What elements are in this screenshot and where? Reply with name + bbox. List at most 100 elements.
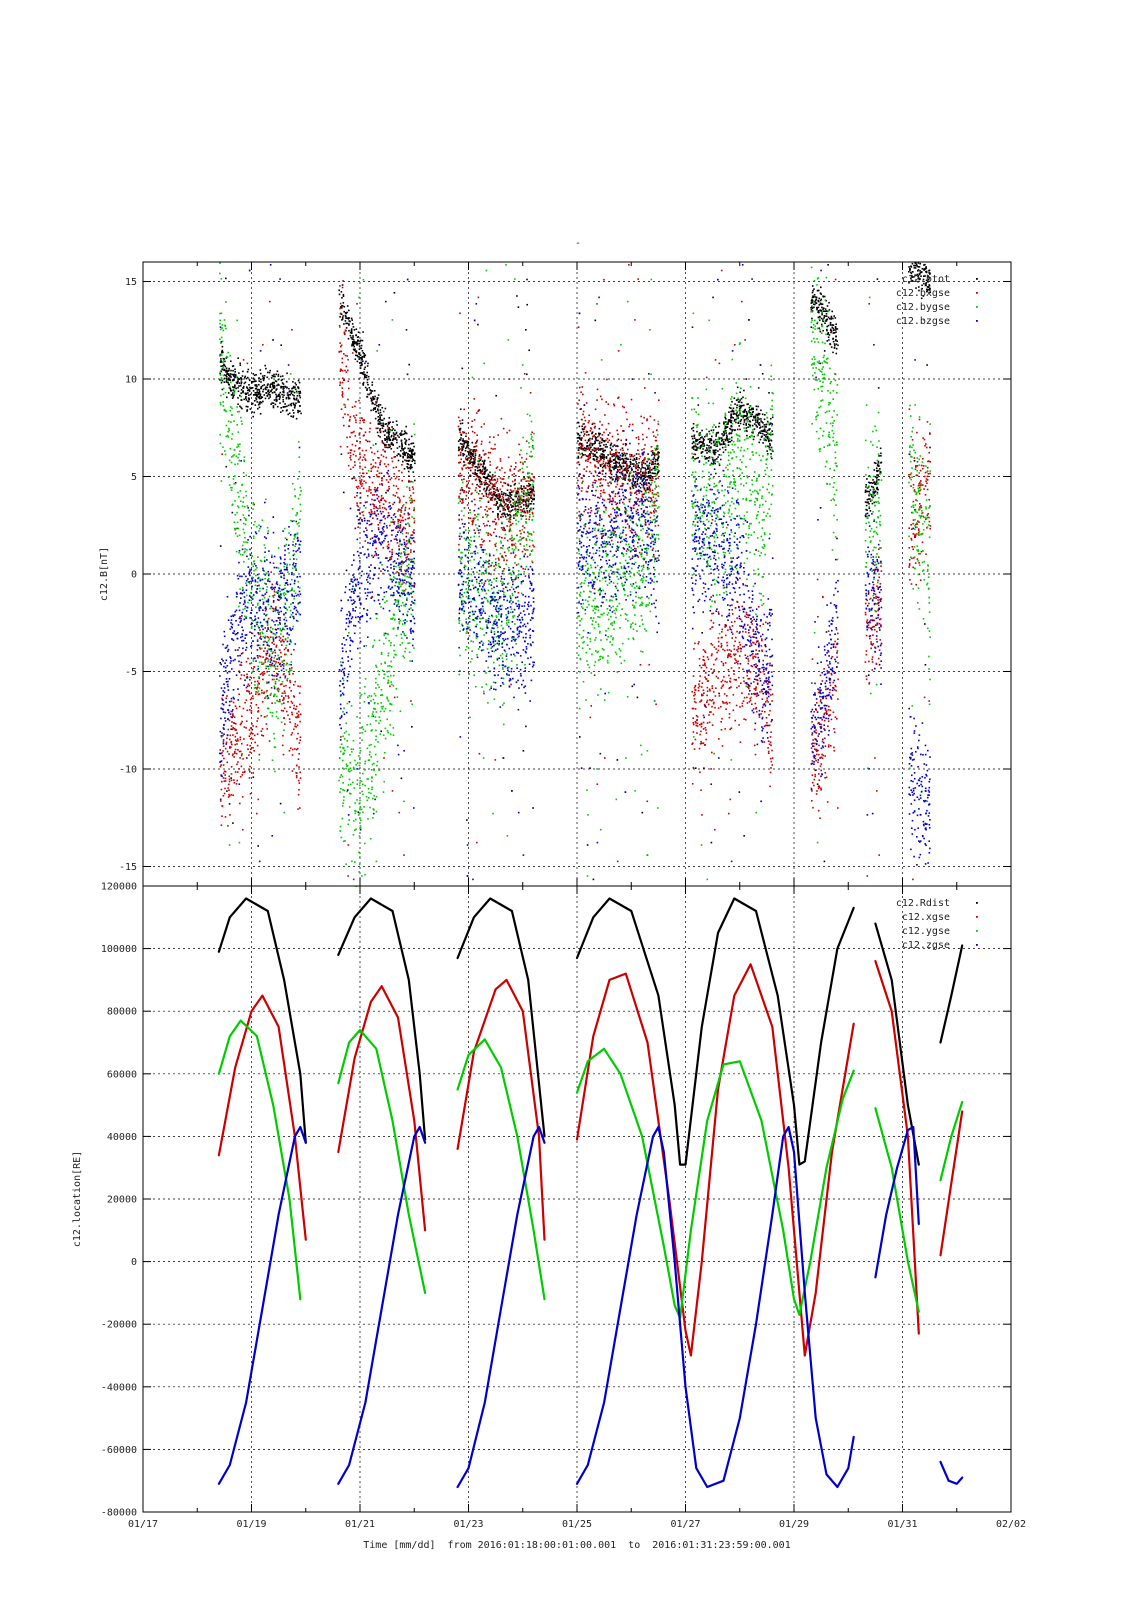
b-field-data-point [619, 448, 622, 451]
b-field-data-point [364, 431, 367, 434]
b-field-data-point [733, 429, 736, 432]
b-field-data-point [586, 434, 588, 436]
b-field-data-point [376, 397, 379, 399]
b-field-data-point [467, 462, 470, 464]
b-field-data-point [384, 429, 387, 431]
b-field-data-point [410, 480, 412, 483]
b-field-data-point [655, 486, 658, 488]
b-field-data-point [239, 802, 241, 805]
b-field-data-point [706, 449, 709, 451]
b-field-data-point [259, 395, 262, 397]
b-field-data-point [749, 420, 752, 423]
b-field-data-point [515, 513, 517, 515]
b-field-data-point [484, 467, 487, 469]
b-field-data-point [811, 298, 813, 301]
b-field-data-point [466, 459, 469, 461]
b-field-data-point [360, 428, 363, 430]
b-field-data-point [501, 495, 504, 498]
b-field-data-point [261, 671, 264, 674]
b-field-data-point [370, 398, 373, 401]
b-field-data-point [237, 386, 239, 389]
b-field-data-point [603, 444, 605, 446]
b-field-data-point [339, 445, 342, 448]
b-field-data-point [623, 452, 625, 454]
b-field-data-point [359, 357, 362, 359]
b-field-data-point [639, 490, 641, 492]
b-field-data-point [876, 474, 878, 476]
b-field-data-point [506, 494, 509, 496]
b-field-data-point [531, 497, 533, 499]
b-field-data-point [657, 464, 660, 466]
b-field-data-point [223, 381, 226, 383]
b-field-data-point [256, 385, 258, 388]
b-field-data-point [293, 398, 296, 401]
b-field-data-point [499, 496, 501, 498]
b-field-data-point [752, 657, 754, 660]
b-field-data-point [771, 749, 773, 752]
b-field-data-point [727, 444, 730, 446]
b-field-data-point [587, 485, 590, 487]
b-field-data-point [458, 518, 460, 521]
b-field-data-point [739, 422, 742, 425]
b-field-data-point [411, 450, 414, 453]
b-field-data-point [834, 326, 837, 328]
b-field-data-point [514, 478, 516, 481]
b-field-data-point [919, 271, 922, 274]
b-field-data-point [248, 729, 251, 731]
b-field-data-point [916, 265, 918, 267]
b-field-data-point [508, 378, 511, 380]
b-field-data-point [491, 477, 493, 479]
b-field-data-point [517, 499, 519, 501]
b-field-data-point [501, 556, 503, 558]
b-field-data-point [706, 435, 708, 437]
b-field-data-point [275, 606, 277, 608]
b-field-data-point [654, 525, 657, 527]
b-field-data-point [288, 393, 290, 396]
b-field-data-point [653, 419, 656, 421]
b-field-data-point [358, 353, 360, 355]
b-field-data-point [869, 498, 871, 500]
b-field-data-point [354, 358, 357, 360]
b-field-data-point [501, 505, 504, 508]
b-field-data-point [488, 508, 490, 510]
b-field-data-point [275, 644, 278, 647]
b-field-data-point [592, 422, 594, 425]
b-field-data-point [250, 731, 253, 734]
b-field-data-point [527, 500, 530, 503]
b-field-data-point [819, 507, 822, 509]
b-field-data-point [481, 460, 484, 462]
b-field-data-point [259, 369, 262, 371]
b-field-data-point [699, 724, 701, 726]
b-field-data-point [376, 488, 378, 490]
b-field-data-point [736, 386, 739, 389]
b-field-data-point [499, 510, 501, 513]
b-field-data-point [485, 489, 488, 492]
b-field-data-point [245, 393, 247, 396]
b-field-data-point [380, 497, 383, 500]
b-field-data-point [465, 494, 468, 497]
b-field-data-point [594, 455, 597, 457]
b-field-data-point [258, 753, 261, 756]
b-field-data-point [758, 422, 761, 424]
b-field-data-point [515, 495, 517, 498]
b-field-data-point [392, 428, 395, 430]
b-field-data-point [607, 441, 609, 443]
b-field-data-point [622, 469, 624, 472]
b-field-data-point [262, 388, 265, 391]
b-field-data-point [413, 584, 416, 587]
b-field-data-point [240, 379, 243, 381]
b-field-data-point [811, 299, 814, 302]
b-field-data-point [515, 577, 517, 579]
b-field-data-point [402, 495, 405, 498]
b-field-data-point [404, 442, 406, 444]
b-field-data-point [341, 319, 343, 321]
b-field-data-point [493, 520, 496, 523]
b-field-data-point [602, 478, 605, 481]
b-field-data-point [646, 464, 648, 467]
b-field-data-point [230, 710, 232, 713]
b-field-data-point [297, 399, 299, 402]
b-field-data-point [235, 387, 237, 390]
b-field-data-point [282, 639, 284, 641]
b-field-data-point [697, 404, 700, 406]
b-field-data-point [653, 508, 656, 510]
